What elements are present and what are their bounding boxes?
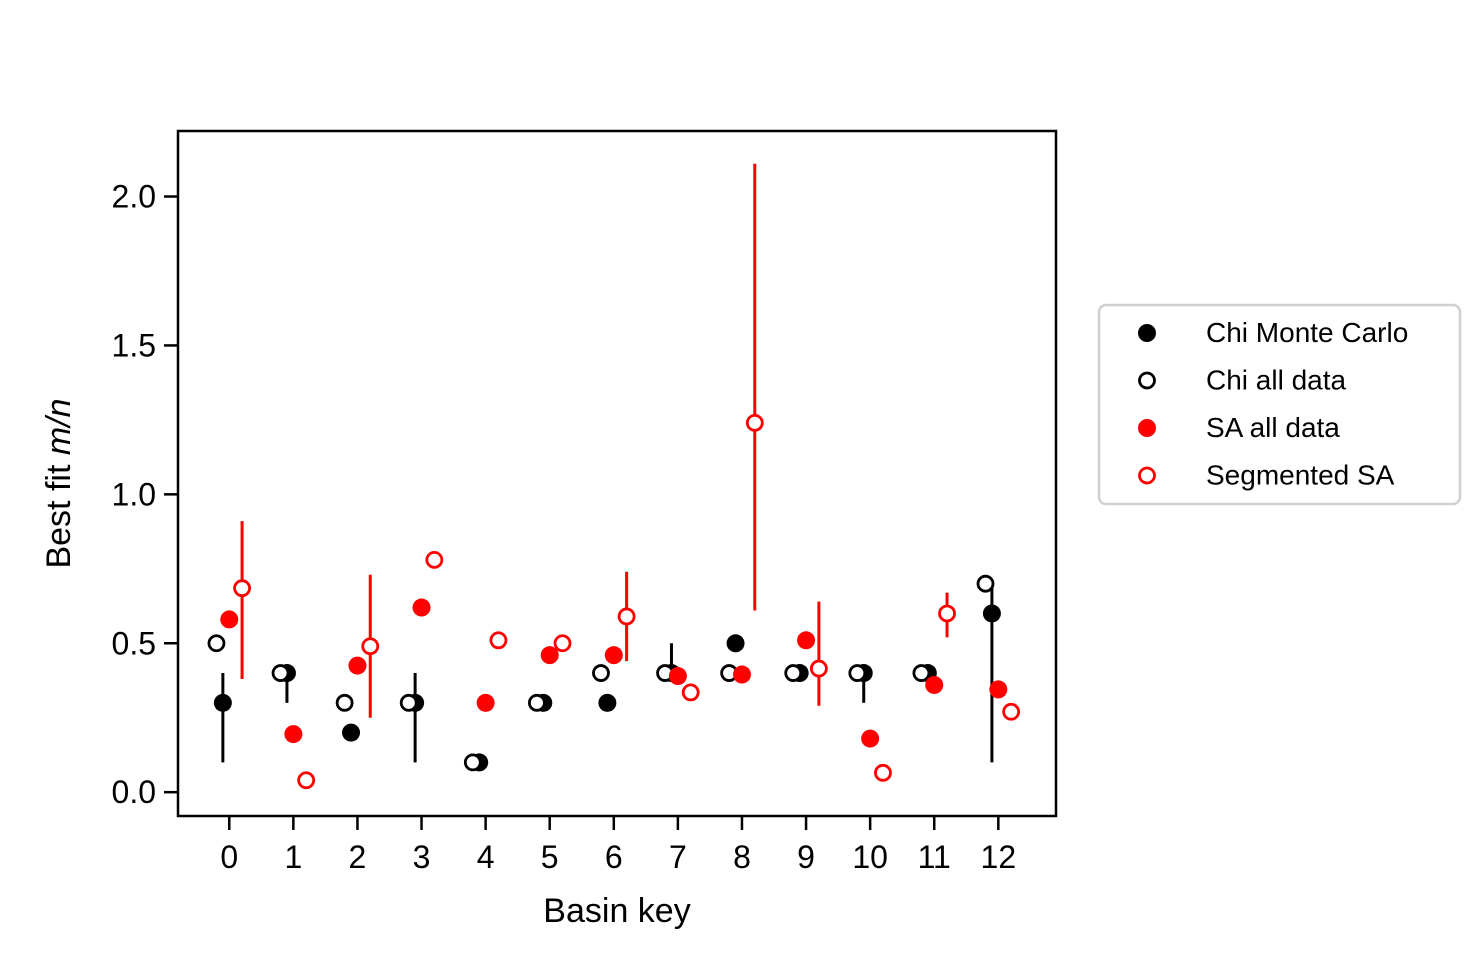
- point-segmented-sa: [809, 659, 828, 678]
- point-chi-all-data: [848, 664, 867, 682]
- y-tick-label: 0.0: [112, 774, 156, 810]
- point-chi-all-data: [399, 693, 418, 712]
- legend-marker: [1138, 371, 1156, 390]
- point-segmented-sa: [361, 637, 380, 656]
- x-tick-label: 6: [605, 839, 623, 875]
- y-axis: 0.0 0.5 1.0 1.5 2.0: [112, 179, 178, 810]
- x-tick-label: 0: [220, 839, 238, 875]
- point-segmented-sa: [297, 771, 316, 790]
- point-chi-monte-carlo: [213, 693, 232, 712]
- x-tick-label: 2: [349, 839, 367, 875]
- point-chi-all-data: [207, 634, 226, 653]
- y-tick-label: 0.5: [112, 625, 156, 661]
- point-sa-all-data: [925, 675, 944, 694]
- legend: Chi Monte Carlo Chi all data SA all data Se…: [1097, 303, 1462, 506]
- point-sa-all-data: [604, 646, 623, 665]
- legend-label: Chi all data: [1206, 365, 1347, 396]
- y-tick-label: 2.0: [112, 179, 156, 215]
- point-chi-all-data: [527, 693, 546, 712]
- point-sa-all-data: [797, 631, 816, 650]
- point-sa-all-data: [989, 680, 1008, 699]
- point-chi-all-data: [463, 753, 482, 772]
- plot-area-frame: [176, 129, 1058, 818]
- point-chi-all-data: [976, 574, 995, 593]
- legend-marker: [1138, 324, 1156, 342]
- point-sa-all-data: [284, 725, 303, 744]
- x-tick-label: 9: [797, 839, 815, 875]
- x-axis: 0 1 2 3 4 5 6 7 8 9 10 11 12: [220, 816, 1016, 875]
- point-sa-all-data: [412, 598, 431, 617]
- point-segmented-sa: [681, 683, 700, 702]
- data-points: [207, 413, 1021, 790]
- legend-marker: [1138, 466, 1156, 485]
- point-segmented-sa: [425, 550, 444, 569]
- x-tick-label: 10: [852, 839, 888, 875]
- legend-label: Segmented SA: [1206, 460, 1395, 491]
- point-sa-all-data: [220, 610, 239, 629]
- point-chi-all-data: [912, 664, 931, 682]
- point-segmented-sa: [233, 579, 251, 598]
- x-tick-label: 4: [477, 839, 495, 875]
- x-axis-label: Basin key: [543, 892, 690, 930]
- error-bars: [221, 163, 994, 763]
- point-chi-monte-carlo: [598, 693, 617, 712]
- point-sa-all-data: [732, 665, 751, 684]
- x-tick-label: 5: [541, 839, 559, 875]
- point-sa-all-data: [668, 667, 687, 686]
- y-axis-label-italic: m/n: [40, 398, 78, 455]
- legend-label: Chi Monte Carlo: [1206, 317, 1408, 348]
- point-segmented-sa: [1002, 702, 1021, 721]
- x-tick-label: 1: [284, 839, 302, 875]
- x-tick-label: 3: [413, 839, 431, 875]
- x-tick-label: 12: [981, 839, 1017, 875]
- point-sa-all-data: [540, 646, 559, 665]
- point-segmented-sa: [745, 413, 764, 432]
- point-chi-monte-carlo: [726, 634, 745, 653]
- y-axis-label: Best fit m/n: [40, 398, 78, 568]
- x-tick-label: 11: [918, 839, 951, 875]
- point-segmented-sa: [489, 631, 508, 650]
- point-segmented-sa: [617, 607, 636, 626]
- x-tick-label: 7: [669, 839, 687, 875]
- point-sa-all-data: [476, 693, 495, 712]
- point-sa-all-data: [348, 656, 367, 675]
- y-axis-label-prefix: Best fit: [40, 455, 78, 568]
- point-segmented-sa: [938, 604, 956, 623]
- point-chi-all-data: [784, 664, 803, 682]
- legend-label: SA all data: [1206, 412, 1340, 443]
- point-sa-all-data: [861, 729, 880, 748]
- y-tick-label: 1.5: [112, 327, 156, 363]
- point-chi-all-data: [271, 664, 290, 682]
- legend-box: [1097, 303, 1462, 506]
- legend-marker: [1138, 419, 1156, 437]
- y-tick-label: 1.0: [112, 476, 156, 512]
- point-chi-all-data: [335, 693, 354, 712]
- point-segmented-sa: [874, 763, 892, 782]
- point-segmented-sa: [553, 634, 572, 653]
- point-chi-monte-carlo: [982, 604, 1001, 623]
- point-chi-all-data: [592, 664, 610, 682]
- x-tick-label: 8: [733, 839, 751, 875]
- point-chi-monte-carlo: [342, 723, 361, 742]
